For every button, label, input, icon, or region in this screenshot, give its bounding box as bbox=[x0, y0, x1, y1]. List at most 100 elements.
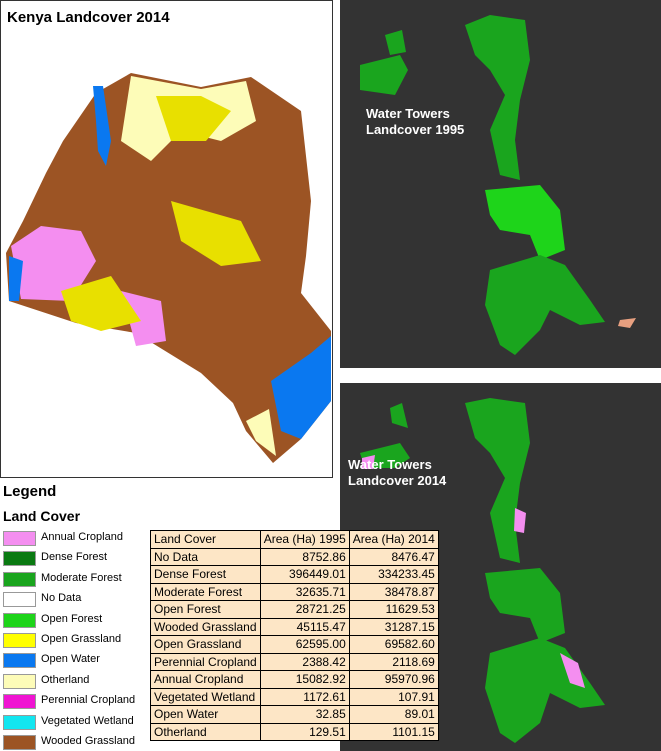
table-cell: Open Forest bbox=[150, 600, 261, 619]
legend-swatch bbox=[3, 531, 36, 546]
legend-swatch bbox=[3, 592, 36, 608]
table-cell: 32635.71 bbox=[259, 582, 350, 601]
table-header-cell: Area (Ha) 1995 bbox=[259, 530, 350, 549]
table-cell: 8752.86 bbox=[259, 547, 350, 566]
table-row: Open Grassland 62595.00 69582.60 bbox=[150, 635, 439, 654]
forest-patch bbox=[485, 568, 565, 643]
legend-item: Perennial Cropland bbox=[3, 693, 163, 710]
table-row: Otherland 129.51 1101.15 bbox=[150, 722, 439, 741]
table-cell: 11629.53 bbox=[348, 600, 439, 619]
table-cell: 95970.96 bbox=[348, 670, 439, 689]
table-row: Open Forest 28721.25 11629.53 bbox=[150, 600, 439, 619]
table-cell: Perennial Cropland bbox=[150, 652, 261, 671]
legend-label: Wooded Grassland bbox=[41, 735, 135, 747]
water-towers-1995-map bbox=[360, 15, 636, 355]
table-cell: 8476.47 bbox=[348, 547, 439, 566]
table-cell: 15082.92 bbox=[259, 670, 350, 689]
table-cell: 1172.61 bbox=[259, 687, 350, 706]
legend-label: Otherland bbox=[41, 673, 90, 686]
legend-swatch bbox=[3, 694, 36, 710]
legend-item: Otherland bbox=[3, 673, 163, 689]
table-cell: 62595.00 bbox=[259, 635, 350, 654]
ocean-patch bbox=[271, 336, 331, 439]
table-cell: 45115.47 bbox=[259, 617, 350, 636]
legend-item: Open Forest bbox=[3, 612, 163, 628]
table-cell: Dense Forest bbox=[150, 565, 261, 584]
forest-patch bbox=[465, 15, 530, 180]
table-cell: 32.85 bbox=[259, 705, 350, 724]
legend-label: Open Water bbox=[41, 653, 100, 666]
legend-swatch bbox=[3, 612, 36, 628]
table-cell: Open Water bbox=[150, 705, 261, 724]
map-title: Kenya Landcover 2014 bbox=[7, 9, 170, 26]
cropland-patch bbox=[362, 455, 375, 469]
table-header-cell: Land Cover bbox=[150, 530, 261, 549]
legend-item: Open Water bbox=[3, 652, 163, 669]
table-row: Dense Forest 396449.01 334233.45 bbox=[150, 565, 439, 584]
legend-subtitle: Land Cover bbox=[3, 508, 81, 524]
forest-patch bbox=[485, 255, 605, 355]
legend-label: No Data bbox=[41, 592, 82, 605]
table-cell: 2118.69 bbox=[348, 652, 439, 671]
table-cell: Annual Cropland bbox=[150, 670, 261, 689]
table-cell: Open Grassland bbox=[150, 635, 261, 654]
otherland-patch bbox=[246, 409, 276, 456]
legend-swatch bbox=[3, 633, 36, 648]
legend-label: Moderate Forest bbox=[41, 571, 122, 584]
table-row: Vegetated Wetland 1172.61 107.91 bbox=[150, 687, 439, 706]
legend-item: No Data bbox=[3, 591, 163, 608]
legend-item: Annual Cropland bbox=[3, 530, 163, 546]
table-cell: 31287.15 bbox=[348, 617, 439, 636]
table-row: No Data 8752.86 8476.47 bbox=[150, 547, 439, 566]
legend-item: Open Grassland bbox=[3, 632, 163, 648]
legend-label: Open Forest bbox=[41, 612, 103, 625]
cropland-patch bbox=[121, 291, 166, 346]
lake bbox=[9, 256, 23, 301]
legend-swatch bbox=[3, 714, 36, 730]
kenya-outline bbox=[6, 73, 331, 463]
table-row: Wooded Grassland 45115.47 31287.15 bbox=[150, 617, 439, 636]
forest-patch bbox=[390, 403, 408, 428]
table-row: Annual Cropland 15082.92 95970.96 bbox=[150, 670, 439, 689]
grassland-patch bbox=[156, 96, 231, 141]
legend-label: Vegetated Wetland bbox=[41, 714, 134, 727]
water-towers-2014-map bbox=[360, 398, 605, 743]
legend-item: Wooded Grassland bbox=[3, 734, 163, 750]
table-cell: Vegetated Wetland bbox=[150, 687, 261, 706]
lake bbox=[93, 86, 111, 166]
legend-swatch bbox=[3, 551, 36, 567]
table-cell: 69582.60 bbox=[348, 635, 439, 654]
forest-patch bbox=[485, 638, 605, 743]
table-cell: 334233.45 bbox=[348, 565, 439, 584]
legend-title: Legend bbox=[3, 483, 57, 500]
table-cell: 2388.42 bbox=[259, 652, 350, 671]
table-cell: 89.01 bbox=[348, 705, 439, 724]
table-cell: 28721.25 bbox=[259, 600, 350, 619]
kenya-map bbox=[6, 73, 331, 463]
forest-patch bbox=[385, 30, 406, 55]
forest-patch bbox=[485, 185, 565, 260]
table-cell: Otherland bbox=[150, 722, 261, 741]
legend-swatch bbox=[3, 571, 36, 587]
legend-label: Perennial Cropland bbox=[41, 694, 136, 707]
table-row: Moderate Forest 32635.71 38478.87 bbox=[150, 582, 439, 601]
legend-swatch bbox=[3, 735, 36, 750]
table-header-row: Land Cover Area (Ha) 1995 Area (Ha) 2014 bbox=[150, 530, 439, 549]
cropland-patch bbox=[560, 653, 585, 688]
table-row: Perennial Cropland 2388.42 2118.69 bbox=[150, 652, 439, 671]
area-table: Land Cover Area (Ha) 1995 Area (Ha) 2014 No… bbox=[150, 530, 439, 741]
map-title: Water Towers Landcover 1995 bbox=[366, 106, 465, 137]
kenya-map-panel: Kenya Landcover 2014 bbox=[0, 0, 333, 478]
table-cell: Moderate Forest bbox=[150, 582, 261, 601]
legend-item: Vegetated Wetland bbox=[3, 714, 163, 730]
grassland-patch bbox=[61, 276, 141, 331]
table-cell: 107.91 bbox=[348, 687, 439, 706]
legend-swatch bbox=[3, 673, 36, 689]
legend-label: Annual Cropland bbox=[41, 531, 123, 543]
table-cell: 1101.15 bbox=[348, 722, 439, 741]
legend-label: Open Grassland bbox=[41, 633, 122, 645]
forest-patch bbox=[360, 55, 408, 95]
water-towers-1995-panel: Water Towers Landcover 1995 bbox=[340, 0, 661, 368]
legend-swatch bbox=[3, 653, 36, 669]
